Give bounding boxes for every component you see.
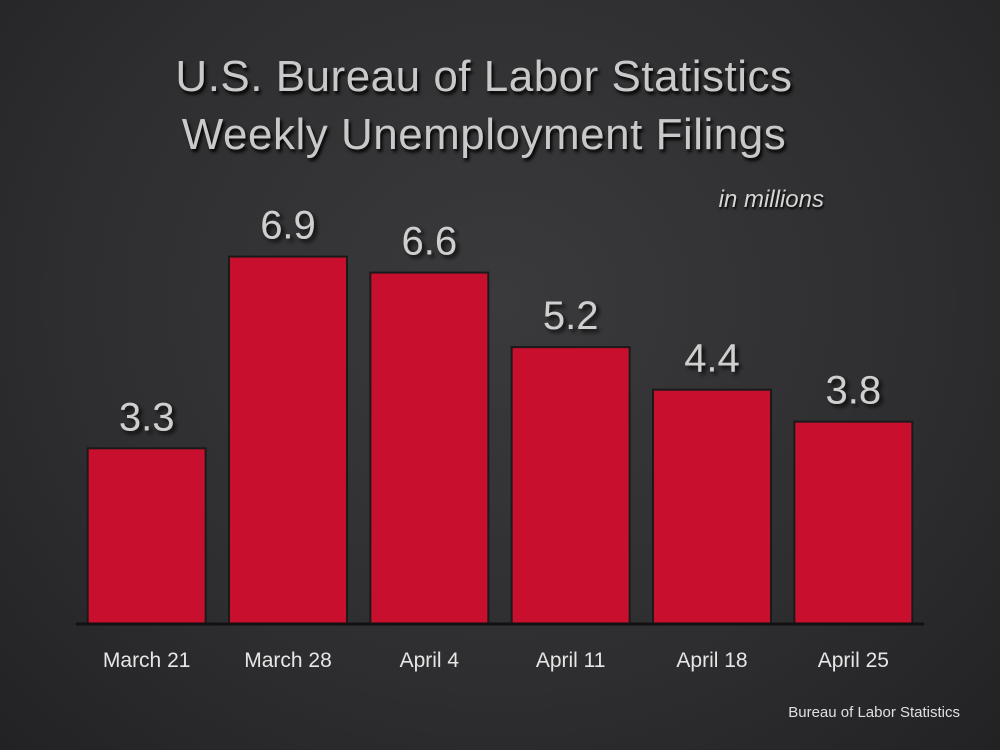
bar-value-label: 4.4 (684, 337, 740, 381)
chart-title-line-1: U.S. Bureau of Labor Statistics (175, 52, 793, 101)
x-tick-label: April 11 (536, 649, 606, 672)
x-tick-label: April 25 (818, 649, 889, 672)
bar-3 (510, 346, 631, 625)
bar-value-label: 3.8 (826, 369, 882, 413)
bar-value-label: 6.6 (402, 220, 458, 264)
bar-value-label: 3.3 (119, 395, 175, 439)
x-tick-label: March 21 (103, 649, 191, 672)
bar-2 (369, 271, 490, 625)
bar-4 (652, 388, 772, 626)
x-tick-label: April 4 (400, 649, 460, 672)
bar-1 (228, 255, 348, 625)
chart-title: U.S. Bureau of Labor Statistics Weekly U… (0, 48, 968, 164)
source-credit: Bureau of Labor Statistics (788, 704, 960, 721)
chart-title-line-2: Weekly Unemployment Filings (181, 110, 787, 159)
bar-0 (86, 447, 207, 625)
bar-value-label: 6.9 (260, 204, 316, 248)
unit-label: in millions (718, 186, 824, 213)
bar-5 (793, 420, 914, 625)
bar-value-label: 5.2 (543, 294, 599, 338)
x-tick-label: March 28 (244, 649, 332, 672)
x-tick-label: April 18 (676, 649, 747, 672)
